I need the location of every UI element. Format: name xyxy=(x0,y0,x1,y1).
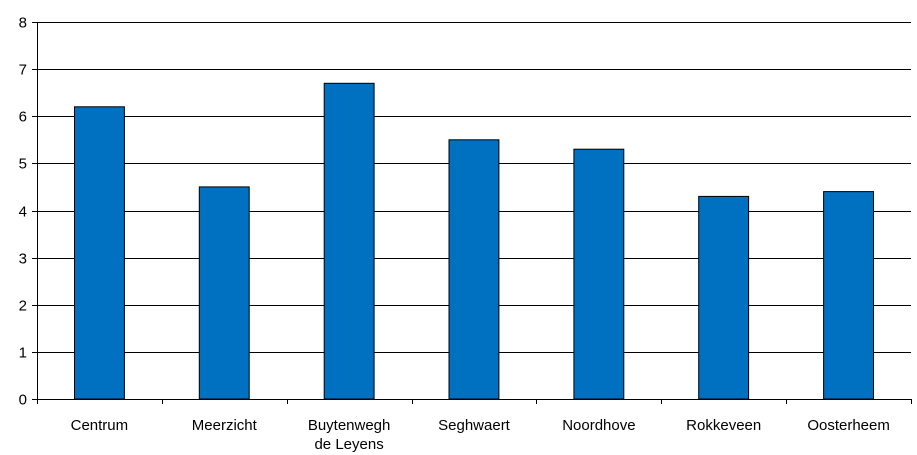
x-category-label: Centrum xyxy=(71,417,129,434)
bar xyxy=(698,195,750,400)
y-tick-label: 0 xyxy=(19,392,27,409)
bar xyxy=(573,148,625,400)
x-category-label: Noordhove xyxy=(562,417,635,434)
x-category-label: Oosterheem xyxy=(807,417,890,434)
x-axis-category-labels: Centrum Meerzicht Buytenwegh de Leyens Seghw… xyxy=(71,417,890,453)
bar xyxy=(448,139,500,400)
bar xyxy=(823,191,874,400)
y-tick-label: 6 xyxy=(19,109,27,126)
bar xyxy=(198,186,250,400)
bar xyxy=(74,106,125,400)
y-tick-label: 7 xyxy=(19,62,27,79)
y-tick-label: 4 xyxy=(19,204,27,221)
x-category-label: Seghwaert xyxy=(438,417,511,434)
y-tick-label: 5 xyxy=(19,156,27,173)
bars xyxy=(74,82,874,400)
x-category-label: Meerzicht xyxy=(192,417,258,434)
bar xyxy=(323,82,375,400)
y-tick-label: 1 xyxy=(19,345,27,362)
y-tick-label: 3 xyxy=(19,251,27,268)
y-tick-label: 2 xyxy=(19,298,27,315)
y-axis-tick-labels: 0 1 2 3 4 5 6 7 8 xyxy=(19,15,27,409)
x-category-label: Rokkeveen xyxy=(686,417,761,434)
x-category-label: Buytenwegh de Leyens xyxy=(308,417,391,453)
y-tick-label: 8 xyxy=(19,15,27,32)
